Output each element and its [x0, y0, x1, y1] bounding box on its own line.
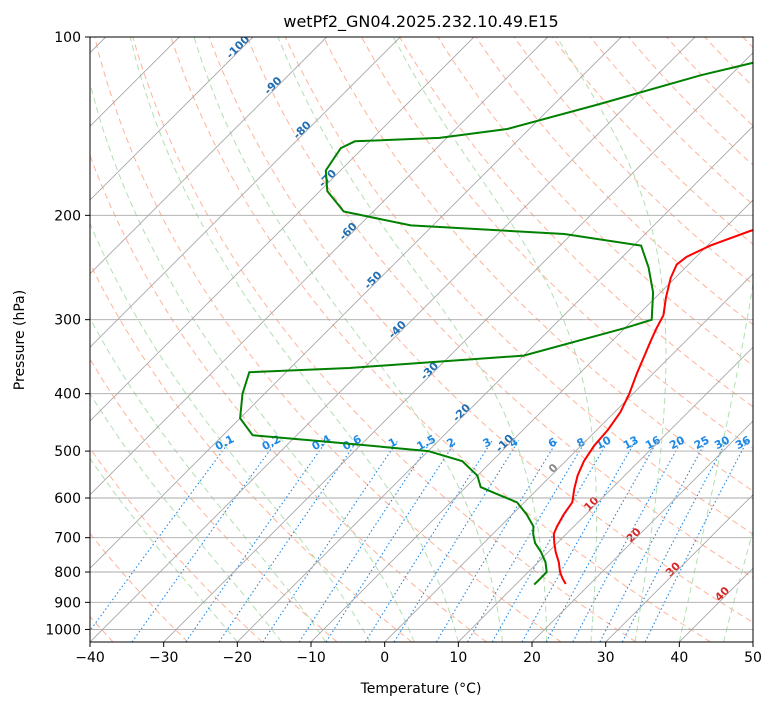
dry-adiabat-line	[90, 447, 263, 642]
mixing-ratio-line	[185, 440, 328, 642]
dry-adiabat-line	[513, 37, 753, 285]
background-reference-lines	[90, 37, 753, 642]
plot-frame	[89, 36, 754, 643]
moist-adiabat-line	[90, 392, 282, 642]
mixing-ratio-line	[364, 440, 493, 642]
mixing-ratio-label: 20	[667, 433, 687, 452]
mixing-ratio-line	[262, 440, 399, 642]
isotherm-line	[236, 125, 753, 642]
dry-adiabat-line	[246, 37, 753, 579]
y-axis-title: Pressure (hPa)	[12, 290, 28, 390]
profile-series	[239, 61, 753, 586]
series-line	[552, 229, 753, 585]
dry-adiabat-line	[132, 37, 637, 642]
moist-adiabat-line	[90, 221, 371, 642]
moist-adiabat-line	[723, 529, 753, 642]
dry-adiabat-line	[94, 37, 562, 642]
mixing-ratio-line	[521, 440, 637, 642]
x-tick-label: −10	[296, 650, 326, 666]
x-axis: −40 −30 −20 −10 0 10 20 30 40 50	[75, 642, 762, 666]
y-tick-label: 600	[54, 491, 81, 507]
mixing-ratio-label: 36	[733, 433, 753, 452]
y-tick-label: 500	[54, 444, 81, 460]
dry-adiabat-line	[170, 37, 711, 642]
moist-adiabat-line	[193, 37, 503, 642]
isotherm-line	[90, 37, 475, 422]
x-tick-label: −30	[149, 650, 179, 666]
dry-adiabat-line	[590, 37, 753, 206]
mixing-ratio-label: 16	[643, 433, 663, 452]
isotherm-line	[163, 52, 753, 642]
isotherm-line	[310, 199, 753, 642]
mixing-ratio-label: 10	[594, 433, 614, 452]
mixing-ratio-line	[644, 440, 748, 642]
x-axis-title: Temperature (°C)	[360, 681, 482, 697]
x-tick-label: −40	[75, 650, 105, 666]
mixing-ratio-line	[131, 440, 278, 642]
y-tick-label: 400	[54, 387, 81, 403]
mixing-ratio-label: 13	[621, 433, 641, 452]
moist-adiabat-line	[556, 37, 667, 642]
mixing-ratio-label: 25	[692, 433, 712, 452]
moist-adiabat-line	[90, 317, 327, 642]
isotherm-line	[90, 37, 696, 642]
x-tick-label: 50	[744, 650, 762, 666]
x-tick-label: 30	[597, 650, 615, 666]
dry-adiabat-line	[475, 37, 753, 326]
mixing-ratio-line	[435, 440, 558, 642]
chart-title: wetPf2_GN04.2025.232.10.49.E15	[283, 12, 558, 32]
isotherm-line	[384, 273, 753, 642]
mixing-ratio-line	[467, 440, 587, 642]
mixing-ratio-label: 30	[712, 433, 732, 452]
dry-adiabat-line	[361, 37, 753, 450]
x-tick-label: 20	[523, 650, 541, 666]
y-tick-label: 100	[54, 30, 81, 46]
isotherm-line	[90, 37, 622, 569]
isotherm-line	[605, 494, 753, 642]
isotherm-line	[90, 37, 254, 201]
y-tick-label: 300	[54, 313, 81, 329]
isotherm-line	[531, 420, 753, 642]
y-tick-label: 900	[54, 595, 81, 611]
dry-adiabat-line	[208, 37, 753, 623]
grid-lines	[90, 37, 753, 642]
mixing-ratio-line	[572, 440, 683, 642]
dry-adiabat-line	[628, 37, 753, 166]
mixing-ratio-line	[325, 440, 457, 642]
dry-adiabat-line	[399, 37, 753, 408]
moist-adiabat-line	[392, 37, 598, 642]
isotherm-line	[90, 37, 328, 275]
x-tick-label: 10	[449, 650, 467, 666]
dry-adiabat-line	[323, 37, 753, 492]
y-axis: 100 200 300 400 500 600 700 800 900 1000	[45, 30, 90, 638]
moist-adiabat-line	[90, 457, 238, 642]
isotherm-line	[457, 346, 753, 642]
y-tick-label: 1000	[45, 622, 81, 638]
y-tick-label: 800	[54, 565, 81, 581]
isotherm-line	[90, 37, 401, 348]
series-line	[239, 61, 753, 586]
dry-adiabat-line	[90, 262, 413, 642]
mixing-ratio-line	[298, 440, 432, 642]
y-tick-label: 700	[54, 531, 81, 547]
x-tick-label: 0	[380, 650, 389, 666]
moist-adiabat-line	[678, 280, 753, 642]
mixing-ratio-line	[90, 440, 231, 632]
x-tick-label: 40	[670, 650, 688, 666]
mixing-ratio-line	[545, 440, 659, 642]
y-tick-label: 200	[54, 208, 81, 224]
moist-adiabat-line	[129, 37, 459, 642]
x-tick-label: −20	[223, 650, 253, 666]
mixing-ratio-line	[491, 440, 609, 642]
